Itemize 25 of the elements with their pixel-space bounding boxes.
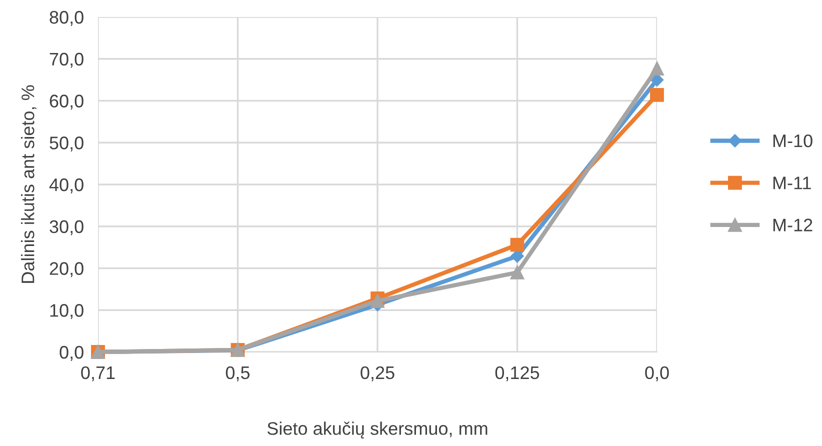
y-tick-label: 0,0	[60, 346, 84, 361]
point	[510, 238, 524, 252]
x-tick-label: 0,125	[495, 366, 540, 382]
point	[510, 265, 524, 280]
y-tick-label: 80,0	[50, 10, 84, 26]
x-axis-title: Sieto akučių skersmuo, mm	[267, 422, 488, 439]
y-axis-title: Dalinis ikutis ant sieto, %	[21, 85, 36, 283]
y-tick-label: 50,0	[50, 136, 84, 152]
x-tick-label: 0,25	[360, 366, 394, 382]
y-tick-label: 70,0	[50, 52, 84, 68]
x-tick-label: 0,71	[81, 366, 115, 382]
point	[650, 62, 664, 76]
x-tick-label: 0,0	[645, 366, 669, 382]
point	[370, 294, 384, 308]
point	[650, 88, 664, 102]
legend-label: M-12	[773, 218, 812, 232]
legend-label: M-10	[773, 134, 812, 148]
y-tick-label: 40,0	[49, 178, 84, 194]
y-tick-label: 30,0	[50, 220, 84, 236]
x-tick-label: 0,5	[226, 366, 250, 382]
y-tick-label: 60,0	[50, 94, 84, 110]
y-tick-label: 20,0	[50, 262, 84, 278]
y-tick-label: 10,0	[50, 304, 84, 319]
point	[510, 250, 524, 263]
legend-label: M-11	[773, 176, 811, 190]
